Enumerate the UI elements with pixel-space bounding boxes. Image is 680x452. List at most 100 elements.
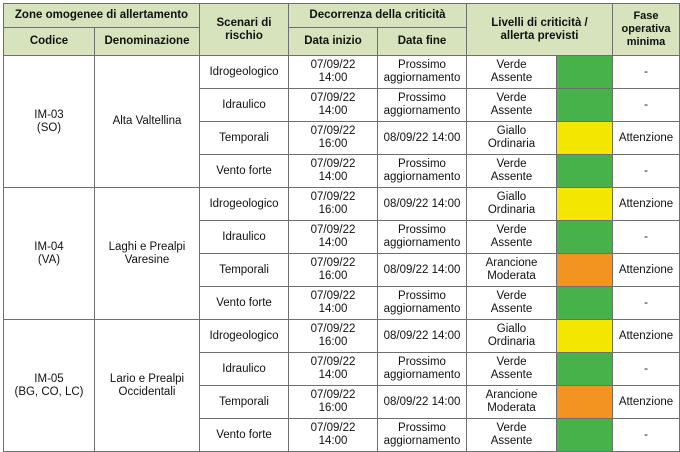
zone-province: (SO) [36,121,62,134]
alert-level: Giallo Ordinaria [487,125,536,150]
risk-scenario: Vento forte [216,296,272,309]
operational-phase-cell: - [612,55,680,89]
alert-level: Verde Assente [490,224,533,249]
fase-header-label: Fase operativa minima [621,10,671,48]
table-row: IM-03 (SO) Alta Valtellina Idrogeologico 07/… [3,55,680,188]
operational-phase: - [644,65,648,78]
operational-phase-cell: - [612,286,680,320]
risk-scenario: Vento forte [216,428,272,441]
start-date: 07/09/22 16:00 [310,125,356,150]
operational-phase-cell: Attenzione [612,121,680,155]
table-row: IM-04 (VA) Laghi e Prealpi Varesine Idrogeo… [3,187,680,320]
alert-color-swatch [556,385,613,419]
end-date-cell: 08/09/22 14:00 [377,187,467,221]
risk-scenario: Idrogeologico [209,329,279,342]
end-date: Prossimo aggiornamento [383,92,461,117]
alert-table: Zone omogenee di allertamento Scenari di… [3,3,680,452]
risk-scenario: Idrogeologico [209,65,279,78]
start-date-cell: 07/09/22 16:00 [288,253,378,287]
end-date: 08/09/22 14:00 [383,329,461,342]
risk-scenario: Vento forte [216,164,272,177]
end-date: 08/09/22 14:00 [383,395,461,408]
zone-name: Lario e Prealpi Occidentali [109,372,185,398]
table-row: Idraulico 07/09/22 14:00 Prossimo aggiorna… [4,88,680,122]
risk-scenario-cell: Idrogeologico [199,55,289,89]
start-date-cell: 07/09/22 16:00 [288,121,378,155]
fase-header: Fase operativa minima [612,3,680,56]
start-date: 07/09/22 16:00 [310,323,356,348]
risk-scenario: Temporali [219,395,269,408]
operational-phase: - [644,296,648,309]
operational-phase: - [644,428,648,441]
operational-phase-cell: Attenzione [612,253,680,287]
table-row: Vento forte 07/09/22 14:00 Prossimo aggior… [4,286,680,320]
start-date-cell: 07/09/22 16:00 [288,385,378,419]
risk-scenario-cell: Temporali [199,385,289,419]
table-row: Idraulico 07/09/22 14:00 Prossimo aggiorna… [4,220,680,254]
start-date-cell: 07/09/22 14:00 [288,154,378,188]
end-date: Prossimo aggiornamento [383,158,461,183]
start-date: 07/09/22 14:00 [310,59,356,84]
alert-color-swatch [556,418,613,452]
operational-phase-cell: - [612,352,680,386]
alert-level: Giallo Ordinaria [487,191,536,216]
end-date-cell: Prossimo aggiornamento [377,154,467,188]
risk-scenario: Idrogeologico [209,197,279,210]
zone-province: (BG, CO, LC) [14,385,84,398]
end-date-cell: 08/09/22 14:00 [377,121,467,155]
risk-scenario: Temporali [219,263,269,276]
zone-code: IM-04 [34,240,64,253]
table-row: Vento forte 07/09/22 14:00 Prossimo aggior… [4,154,680,188]
alert-level-cell: Giallo Ordinaria [466,121,557,155]
start-date-cell: 07/09/22 16:00 [288,319,378,353]
alert-level-cell: Arancione Moderata [466,385,557,419]
risk-scenario-cell: Idrogeologico [199,319,289,353]
end-date-cell: Prossimo aggiornamento [377,55,467,89]
risk-scenario: Idraulico [222,362,266,375]
risk-scenario-cell: Idraulico [199,352,289,386]
alert-color-swatch [556,55,613,89]
end-date-cell: Prossimo aggiornamento [377,286,467,320]
operational-phase: Attenzione [618,263,674,276]
end-date-cell: 08/09/22 14:00 [377,319,467,353]
start-date-cell: 07/09/22 14:00 [288,418,378,452]
end-date: 08/09/22 14:00 [383,197,461,210]
zone-name-cell: Alta Valtellina [94,55,200,188]
operational-phase-cell: Attenzione [612,187,680,221]
end-date: Prossimo aggiornamento [383,290,461,315]
alert-color-swatch [556,88,613,122]
end-date-cell: Prossimo aggiornamento [377,220,467,254]
zone-name-cell: Laghi e Prealpi Varesine [94,187,200,320]
alert-color-swatch [556,286,613,320]
table-row: Vento forte 07/09/22 14:00 Prossimo aggior… [4,418,680,452]
risk-scenario: Idraulico [222,230,266,243]
risk-scenario-cell: Idrogeologico [199,187,289,221]
operational-phase: Attenzione [618,395,674,408]
end-date-cell: 08/09/22 14:00 [377,385,467,419]
start-date: 07/09/22 14:00 [310,224,356,249]
start-date: 07/09/22 16:00 [310,191,356,216]
end-date: Prossimo aggiornamento [383,59,461,84]
operational-phase: - [644,98,648,111]
start-date-cell: 07/09/22 14:00 [288,352,378,386]
start-date: 07/09/22 14:00 [310,290,356,315]
zone-code-cell: IM-04 (VA) [3,187,95,320]
risk-scenario-cell: Temporali [199,121,289,155]
table-row: IM-05 (BG, CO, LC) Lario e Prealpi Occiden… [3,319,680,452]
table-row: Idraulico 07/09/22 14:00 Prossimo aggiorna… [4,352,680,386]
alert-color-swatch [556,352,613,386]
alert-level: Verde Assente [490,92,533,117]
alert-level: Verde Assente [490,158,533,183]
alert-level: Verde Assente [490,290,533,315]
alert-color-swatch [556,220,613,254]
risk-scenario-cell: Idraulico [199,220,289,254]
table-body: IM-03 (SO) Alta Valtellina Idrogeologico 07/… [3,55,680,452]
alert-color-swatch [556,187,613,221]
scenari-header-label: Scenari di rischio [216,16,272,42]
start-date: 07/09/22 16:00 [310,389,356,414]
alert-level-cell: Verde Assente [466,286,557,320]
operational-phase: - [644,230,648,243]
start-date: 07/09/22 14:00 [310,158,356,183]
zone-name-cell: Lario e Prealpi Occidentali [94,319,200,452]
data-inizio-header: Data inizio [288,27,378,56]
